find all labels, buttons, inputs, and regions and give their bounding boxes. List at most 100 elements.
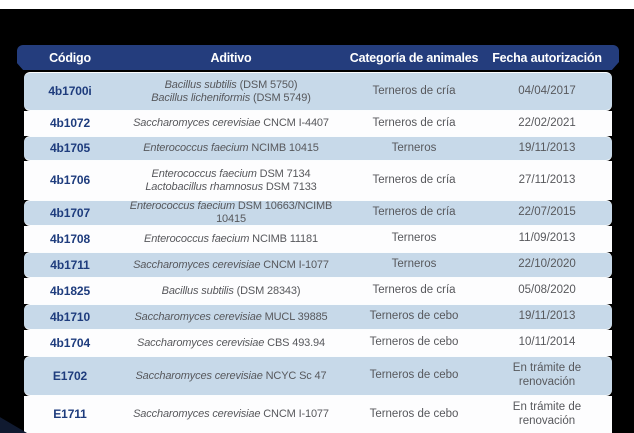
table-row: E1702 Saccharomyces cerevisiae NCYC Sc 4… bbox=[24, 356, 612, 396]
column-header-codigo: Código bbox=[49, 50, 91, 65]
category-cell: Terneros de cebo bbox=[369, 310, 459, 323]
strain-id: CNCM I-1077 bbox=[260, 258, 329, 271]
table-header-ribbon bbox=[17, 45, 619, 70]
additive-line: Bacillus subtilis (DSM 5750) bbox=[116, 79, 346, 92]
additive-line: Saccharomyces cerevisiae CNCM I-4407 bbox=[116, 117, 346, 130]
table-row: 4b1825 Bacillus subtilis (DSM 28343) Ter… bbox=[24, 278, 612, 304]
category-cell: Terneros de cebo bbox=[369, 336, 459, 349]
additive-cell: Enterococcus faecium NCIMB 11181 bbox=[116, 233, 346, 246]
table-row: 4b1705 Enterococcus faecium NCIMB 10415 … bbox=[24, 136, 612, 161]
date-cell: 10/11/2014 bbox=[518, 336, 576, 349]
strain-id: (DSM 5749) bbox=[250, 91, 311, 104]
table-row: E1711 Saccharomyces cerevisiae CNCM I-10… bbox=[24, 396, 612, 433]
additive-line: Bacillus licheniformis (DSM 5749) bbox=[116, 92, 346, 105]
additive-cell: Saccharomyces cerevisiae CBS 493.94 bbox=[116, 337, 346, 350]
additive-line: Enterococcus faecium DSM 7134 bbox=[116, 168, 346, 181]
ribbon-fold-left bbox=[16, 62, 24, 71]
code-cell: 4b1072 bbox=[49, 116, 91, 131]
table-row: 4b1706 Enterococcus faecium DSM 7134 Lact… bbox=[24, 161, 612, 200]
additive-cell: Saccharomyces cerevisiae MUCL 39885 bbox=[116, 311, 346, 324]
category-cell: Terneros de cría bbox=[372, 206, 456, 219]
strain-id: NCIMB 10415 bbox=[248, 142, 319, 155]
column-header-categoria: Categoría de animales bbox=[349, 50, 479, 65]
date-cell: 11/09/2013 bbox=[518, 232, 576, 245]
table-row: 4b1704 Saccharomyces cerevisiae CBS 493.… bbox=[24, 330, 612, 356]
category-cell: Terneros de cebo bbox=[369, 369, 459, 382]
table-row: 4b1707 Enterococcus faecium DSM 10663/NC… bbox=[24, 200, 612, 226]
category-cell: Terneros de cebo bbox=[369, 407, 459, 420]
species-name: Saccharomyces cerevisiae bbox=[137, 336, 265, 349]
additive-line: Bacillus subtilis (DSM 28343) bbox=[116, 285, 346, 298]
category-cell: Terneros de cría bbox=[372, 84, 456, 97]
species-name: Saccharomyces cerevisiae bbox=[133, 408, 261, 421]
table-body: 4b1700i Bacillus subtilis (DSM 5750) Baci… bbox=[24, 72, 612, 433]
species-name: Saccharomyces cerevisiae bbox=[133, 258, 261, 271]
code-cell: 4b1705 bbox=[49, 141, 91, 156]
strain-id: CNCM I-4407 bbox=[260, 117, 329, 130]
date-cell: 04/04/2017 bbox=[518, 84, 576, 97]
table-row: 4b1700i Bacillus subtilis (DSM 5750) Baci… bbox=[24, 72, 612, 111]
additive-line: Saccharomyces cerevisiae NCYC Sc 47 bbox=[116, 370, 346, 383]
species-name: Lactobacillus rhamnosus bbox=[145, 180, 263, 193]
strain-id: CBS 493.94 bbox=[264, 336, 325, 349]
code-cell: E1702 bbox=[52, 368, 88, 383]
additive-line: Saccharomyces cerevisiae CNCM I-1077 bbox=[116, 408, 346, 421]
column-header-fecha: Fecha autorización bbox=[492, 50, 602, 65]
date-cell: 27/11/2013 bbox=[518, 173, 576, 186]
table-row: 4b1072 Saccharomyces cerevisiae CNCM I-4… bbox=[24, 111, 612, 136]
species-name: Bacillus subtilis bbox=[161, 284, 234, 297]
category-cell: Terneros de cría bbox=[372, 116, 456, 129]
code-cell: 4b1825 bbox=[49, 283, 91, 298]
additive-cell: Enterococcus faecium DSM 10663/NCIMB 104… bbox=[116, 200, 346, 226]
additive-cell: Saccharomyces cerevisiae NCYC Sc 47 bbox=[116, 370, 346, 383]
additive-cell: Bacillus subtilis (DSM 28343) bbox=[116, 285, 346, 298]
strain-id: DSM 10663/NCIMB 10415 bbox=[216, 200, 333, 225]
date-cell: 05/08/2020 bbox=[518, 284, 576, 297]
category-cell: Terneros bbox=[391, 258, 437, 271]
strain-id: (DSM 28343) bbox=[233, 284, 301, 297]
strain-id: NCYC Sc 47 bbox=[262, 369, 327, 382]
additive-cell: Saccharomyces cerevisiae CNCM I-1077 bbox=[116, 259, 346, 272]
code-cell: 4b1706 bbox=[49, 173, 91, 188]
strain-id: CNCM I-1077 bbox=[260, 408, 329, 421]
additive-line: Lactobacillus rhamnosus DSM 7133 bbox=[116, 181, 346, 194]
species-name: Enterococcus faecium bbox=[144, 232, 250, 245]
additive-cell: Saccharomyces cerevisiae CNCM I-1077 bbox=[116, 408, 346, 421]
strain-id: DSM 7133 bbox=[262, 180, 317, 193]
table-header-row: Código Aditivo Categoría de animales Fec… bbox=[24, 45, 612, 70]
additive-line: Enterococcus faecium NCIMB 11181 bbox=[116, 233, 346, 246]
strain-id: (DSM 5750) bbox=[236, 78, 298, 91]
date-cell: 19/11/2013 bbox=[518, 141, 576, 154]
table-row: 4b1711 Saccharomyces cerevisiae CNCM I-1… bbox=[24, 252, 612, 278]
additive-line: Saccharomyces cerevisiae CNCM I-1077 bbox=[116, 259, 346, 272]
category-cell: Terneros de cría bbox=[372, 173, 456, 186]
species-name: Bacillus subtilis bbox=[164, 78, 237, 91]
species-name: Saccharomyces cerevisiae bbox=[135, 369, 263, 382]
table-row: 4b1710 Saccharomyces cerevisiae MUCL 398… bbox=[24, 304, 612, 330]
species-name: Saccharomyces cerevisiae bbox=[133, 117, 261, 130]
strain-id: DSM 7134 bbox=[256, 167, 311, 180]
strain-id: MUCL 39885 bbox=[261, 310, 328, 323]
top-white-strip bbox=[0, 0, 634, 9]
category-cell: Terneros bbox=[391, 232, 437, 245]
code-cell: 4b1704 bbox=[49, 335, 91, 350]
date-cell: En trámite de renovación bbox=[512, 400, 582, 427]
additive-line: Enterococcus faecium DSM 10663/NCIMB 104… bbox=[116, 200, 346, 226]
date-cell: 22/07/2015 bbox=[518, 206, 576, 219]
species-name: Enterococcus faecium bbox=[129, 200, 235, 213]
code-cell: 4b1710 bbox=[49, 309, 91, 324]
code-cell: 4b1711 bbox=[50, 257, 90, 272]
additive-cell: Enterococcus faecium NCIMB 10415 bbox=[116, 142, 346, 155]
species-name: Enterococcus faecium bbox=[151, 167, 257, 180]
additive-line: Saccharomyces cerevisiae MUCL 39885 bbox=[116, 311, 346, 324]
date-cell: En trámite de renovación bbox=[512, 362, 582, 388]
category-cell: Terneros de cría bbox=[372, 284, 456, 297]
code-cell: 4b1707 bbox=[49, 205, 91, 220]
species-name: Bacillus licheniformis bbox=[151, 91, 251, 104]
additive-line: Saccharomyces cerevisiae CBS 493.94 bbox=[116, 337, 346, 350]
table-row: 4b1708 Enterococcus faecium NCIMB 11181 … bbox=[24, 226, 612, 252]
species-name: Enterococcus faecium bbox=[143, 142, 249, 155]
code-cell: E1711 bbox=[53, 407, 87, 422]
code-cell: 4b1700i bbox=[48, 84, 92, 99]
